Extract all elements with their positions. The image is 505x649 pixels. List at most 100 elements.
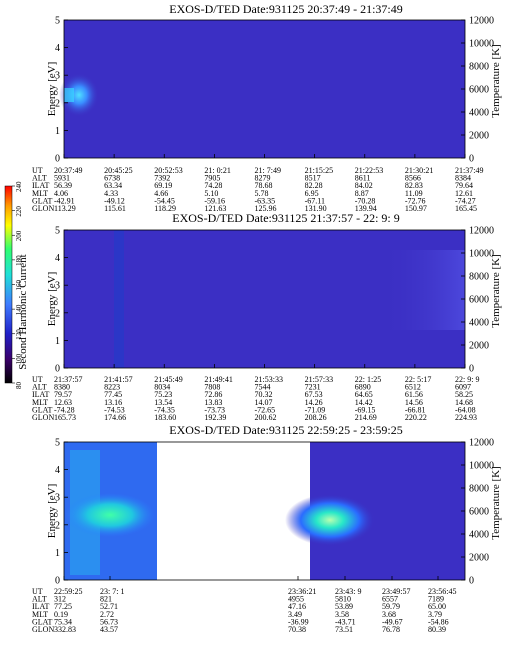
y2tick-label: 2000 — [469, 553, 489, 564]
ephemeris-row-label: GLAT — [32, 196, 53, 205]
panel-3-ylabel: Energy [eV] — [46, 484, 58, 538]
ephemeris-cell: 6512 — [405, 383, 421, 392]
ephemeris-cell: 20:45:25 — [104, 166, 132, 175]
ephemeris-cell: 21: 0:21 — [204, 166, 230, 175]
ytick-label: 3 — [55, 493, 60, 504]
ytick-label: 4 — [55, 43, 60, 54]
ephemeris-row-label: UT — [32, 375, 43, 384]
ephemeris-cell: 77.45 — [104, 390, 122, 399]
ephemeris-cell: -54.45 — [154, 196, 175, 205]
ephemeris-cell: 8.87 — [355, 189, 369, 198]
ephemeris-cell: 192.39 — [204, 413, 226, 422]
ephemeris-cell: 12.63 — [54, 398, 72, 407]
panel-2-title: EXOS-D/TED Date:931125 21:37:57 - 22: 9:… — [172, 211, 400, 225]
ytick-label: 5 — [55, 16, 60, 27]
ephemeris-cell: 20:37:49 — [54, 166, 82, 175]
ephemeris-cell: 131.90 — [305, 204, 327, 213]
ephemeris-cell: -36.99 — [288, 617, 309, 626]
ephemeris-cell: 113.29 — [54, 204, 76, 213]
ephemeris-cell: 7231 — [305, 383, 321, 392]
ephemeris-cell: 183.60 — [154, 413, 176, 422]
ephemeris-cell: 2.72 — [100, 610, 114, 619]
ephemeris-cell: 3.49 — [288, 610, 302, 619]
ytick-label: 3 — [55, 281, 60, 292]
ytick-label: 1 — [55, 336, 60, 347]
ephemeris-cell: 79.64 — [455, 181, 473, 190]
ephemeris-cell: 3.68 — [382, 610, 396, 619]
ephemeris-cell: -70.28 — [355, 196, 376, 205]
ephemeris-cell: -54.86 — [428, 617, 449, 626]
ephemeris-cell: 115.61 — [104, 204, 126, 213]
ephemeris-cell: 23:36:21 — [288, 587, 316, 596]
ephemeris-cell: 7392 — [154, 174, 170, 183]
ephemeris-cell: 72.86 — [204, 390, 222, 399]
ephemeris-cell: 4.33 — [104, 189, 118, 198]
ephemeris-cell: 8384 — [455, 174, 471, 183]
ephemeris-cell: 208.26 — [305, 413, 327, 422]
ephemeris-cell: 21:57:33 — [305, 375, 333, 384]
ytick-label: 1 — [55, 548, 60, 559]
ephemeris-row-label: ILAT — [32, 181, 49, 190]
panel-3: EXOS-D/TED Date:931125 22:59:25 - 23:59:… — [32, 423, 502, 634]
panel-1: EXOS-D/TED Date:931125 20:37:49 - 21:37:… — [32, 2, 502, 213]
y2tick-label: 4000 — [469, 108, 489, 119]
ephemeris-cell: 7189 — [428, 595, 444, 604]
colorbar-tick-label: 100 — [15, 353, 23, 364]
ephemeris-cell: -64.08 — [455, 405, 476, 414]
ephemeris-cell: 14.56 — [405, 398, 423, 407]
panel-3-title: EXOS-D/TED Date:931125 22:59:25 - 23:59:… — [169, 423, 403, 437]
ephemeris-cell: -63.35 — [255, 196, 276, 205]
y2tick-label: 12000 — [469, 16, 494, 27]
ephemeris-cell: 121.63 — [204, 204, 226, 213]
ephemeris-row-label: GLON — [32, 413, 54, 422]
y2tick-label: 12000 — [469, 226, 494, 237]
ephemeris-cell: 70.32 — [255, 390, 273, 399]
ephemeris-cell: 21:41:57 — [104, 375, 132, 384]
colorbar-tick-label: 140 — [15, 304, 23, 315]
panel-2-ylabel: Energy [eV] — [46, 272, 58, 326]
ytick-label: 5 — [55, 226, 60, 237]
ephemeris-cell: 69.19 — [154, 181, 172, 190]
colorbar-tick-label: 160 — [15, 280, 23, 291]
ephemeris-cell: 0.19 — [54, 610, 68, 619]
panel-2-y2label: Temperature [K] — [490, 254, 502, 327]
ytick-label: 4 — [55, 465, 60, 476]
panel-1-title: EXOS-D/TED Date:931125 20:37:49 - 21:37:… — [169, 2, 403, 16]
ephemeris-cell: 7808 — [204, 383, 220, 392]
ephemeris-cell: 82.83 — [405, 181, 423, 190]
ephemeris-cell: 14.42 — [355, 398, 373, 407]
ephemeris-cell: 73.51 — [335, 625, 353, 634]
y2tick-label: 0 — [469, 154, 474, 165]
y2tick-label: 6000 — [469, 85, 489, 96]
ephemeris-cell: 22: 9: 9 — [455, 375, 479, 384]
ephemeris-row-label: MLT — [32, 189, 48, 198]
ephemeris-row-label: ALT — [32, 383, 47, 392]
ephemeris-cell: 8380 — [54, 383, 70, 392]
ephemeris-cell: 21:22:53 — [355, 166, 383, 175]
colorbar-tick-label: 80 — [15, 382, 23, 390]
panel-1-plot-area — [64, 20, 465, 158]
plot-frame — [63, 19, 466, 159]
ephemeris-cell: 12.61 — [455, 189, 473, 198]
ephemeris-cell: 8034 — [154, 383, 170, 392]
ephemeris-cell: 58.25 — [455, 390, 473, 399]
ephemeris-cell: -49.12 — [104, 196, 125, 205]
ephemeris-row-label: GLON — [32, 625, 54, 634]
ephemeris-cell: 6097 — [455, 383, 471, 392]
ephemeris-cell: 6.95 — [305, 189, 319, 198]
ephemeris-cell: 59.79 — [382, 602, 400, 611]
ytick-label: 2 — [55, 520, 60, 531]
ephemeris-cell: 312 — [54, 595, 66, 604]
ephemeris-cell: 23:49:57 — [382, 587, 410, 596]
ephemeris-cell: 7544 — [255, 383, 271, 392]
colorbar-tick-label: 120 — [15, 329, 23, 340]
y2tick-label: 12000 — [469, 438, 494, 449]
ephemeris-row-label: ALT — [32, 595, 47, 604]
ephemeris-cell: 8611 — [355, 174, 371, 183]
y2tick-label: 8000 — [469, 484, 489, 495]
ephemeris-cell: 224.93 — [455, 413, 477, 422]
panel-1-y2ticks: 0 2000 4000 6000 8000 10000 12000 — [461, 16, 494, 165]
ephemeris-cell: 47.16 — [288, 602, 306, 611]
plot-frame — [63, 229, 466, 369]
colorbar-tick-label: 180 — [15, 255, 23, 266]
